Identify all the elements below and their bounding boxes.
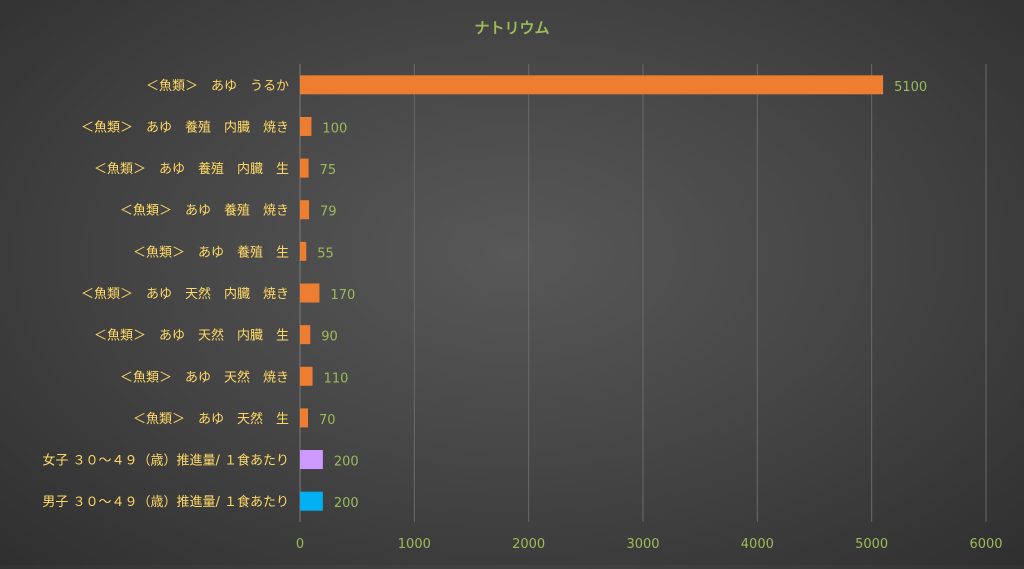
bar — [300, 366, 313, 386]
x-tick-label: 5000 — [855, 537, 888, 552]
chart-title: ナトリウム — [474, 19, 549, 37]
value-label: 5100 — [894, 80, 927, 95]
bar — [300, 116, 312, 136]
value-labels: 5100 100 75 79 55 170 90 110 70 200 200 — [317, 80, 927, 511]
x-tick-label: 3000 — [626, 537, 659, 552]
value-label: 90 — [321, 330, 338, 345]
gridlines — [299, 64, 987, 522]
category-label: ＜魚類＞ あゆ 養殖 内臓 生 — [94, 161, 289, 177]
x-tick-label: 0 — [296, 537, 304, 552]
bar — [300, 283, 320, 303]
x-tick-label: 6000 — [969, 537, 1002, 552]
category-label: ＜魚類＞ あゆ うるか — [146, 79, 289, 94]
value-label: 55 — [317, 246, 334, 261]
value-label: 170 — [330, 288, 355, 303]
value-label: 79 — [320, 205, 337, 220]
x-tick-label: 1000 — [398, 537, 431, 552]
bar — [300, 491, 323, 511]
value-label: 75 — [320, 163, 337, 178]
category-label: 男子 ３０～４９（歳）推進量/ １食あたり — [42, 494, 289, 510]
value-label: 200 — [334, 455, 359, 470]
x-tick-label: 4000 — [741, 537, 774, 552]
bar — [300, 200, 310, 220]
value-label: 70 — [319, 413, 336, 428]
bar — [300, 75, 884, 95]
category-label: ＜魚類＞ あゆ 養殖 生 — [133, 244, 289, 260]
value-label: 110 — [324, 371, 349, 386]
category-label: ＜魚類＞ あゆ 養殖 焼き — [120, 203, 289, 219]
category-label: ＜魚類＞ あゆ 天然 内臓 生 — [94, 328, 289, 344]
value-label: 200 — [334, 496, 359, 511]
category-label: ＜魚類＞ あゆ 養殖 内臓 焼き — [81, 119, 289, 135]
category-label: 女子 ３０～４９（歳）推進量/ １食あたり — [42, 453, 289, 469]
x-tick-label: 2000 — [512, 537, 545, 552]
x-axis-ticks: 0 1000 2000 3000 4000 5000 6000 — [296, 537, 1003, 552]
category-label: ＜魚類＞ あゆ 天然 焼き — [120, 369, 289, 385]
bar — [300, 450, 323, 470]
bar — [300, 158, 309, 178]
category-labels: ＜魚類＞ あゆ うるか ＜魚類＞ あゆ 養殖 内臓 焼き ＜魚類＞ あゆ 養殖 内臓… — [42, 79, 289, 510]
bar — [300, 241, 307, 261]
category-label: ＜魚類＞ あゆ 天然 生 — [133, 411, 289, 427]
value-label: 100 — [322, 121, 347, 136]
bars — [300, 75, 884, 511]
bar — [300, 325, 311, 345]
bar — [300, 408, 309, 428]
category-label: ＜魚類＞ あゆ 天然 内臓 焼き — [81, 286, 289, 302]
